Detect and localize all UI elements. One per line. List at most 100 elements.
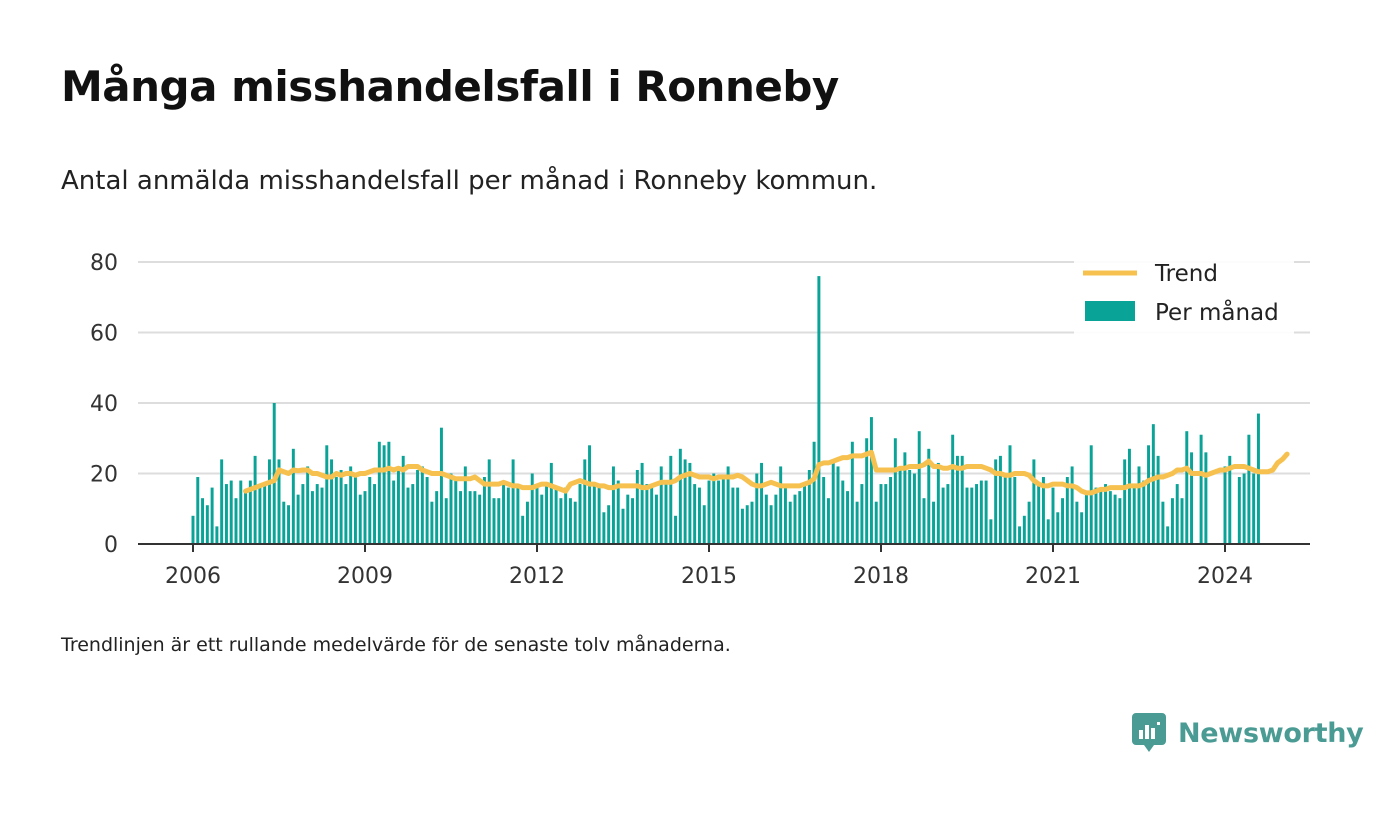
bar — [750, 501, 754, 544]
bar — [674, 515, 678, 544]
bar — [425, 477, 429, 544]
bar — [769, 505, 773, 544]
bar — [1247, 434, 1251, 544]
bar — [998, 455, 1002, 545]
bar — [1170, 498, 1174, 544]
bar — [373, 484, 377, 544]
bar — [258, 487, 262, 544]
bar — [224, 484, 228, 544]
bar — [521, 515, 525, 544]
bar — [774, 494, 778, 544]
bar — [884, 484, 888, 544]
bar — [702, 505, 706, 544]
bar — [1041, 477, 1045, 544]
bar — [344, 484, 348, 544]
bar — [1075, 501, 1079, 544]
bar — [960, 455, 964, 545]
bar — [487, 459, 491, 544]
bar — [951, 434, 955, 544]
bar — [1046, 519, 1050, 544]
bar — [975, 484, 979, 544]
bar — [1137, 466, 1141, 544]
bar — [1108, 491, 1112, 545]
bar — [1237, 477, 1241, 544]
bar — [955, 455, 959, 545]
bar — [659, 466, 663, 544]
bar — [1142, 480, 1146, 544]
bar — [788, 501, 792, 544]
bar — [1156, 455, 1160, 545]
bar — [444, 498, 448, 544]
bar — [1223, 466, 1227, 544]
bar — [549, 462, 553, 544]
bar — [889, 477, 893, 544]
bar — [568, 498, 572, 544]
bar — [626, 494, 630, 544]
bar — [922, 498, 926, 544]
bar — [406, 487, 410, 544]
bar — [717, 480, 721, 544]
bar — [545, 484, 549, 544]
bar — [454, 480, 458, 544]
bar — [1018, 526, 1022, 545]
bar — [793, 494, 797, 544]
bar — [220, 459, 224, 544]
chart-area: 0 20 40 60 80 2006 2009 2012 2015 2018 2021 2024 T… — [90, 251, 1310, 589]
x-tick-label: 2021 — [1025, 564, 1081, 589]
bar — [1204, 452, 1208, 544]
bar — [215, 526, 219, 545]
bar — [721, 477, 725, 544]
bar — [196, 477, 200, 544]
bar — [1190, 452, 1194, 544]
bar — [989, 519, 993, 544]
bar — [506, 487, 510, 544]
bar — [640, 462, 644, 544]
bar — [1084, 491, 1088, 545]
bar — [325, 445, 329, 544]
bar — [1027, 501, 1031, 544]
bar — [296, 494, 300, 544]
newsworthy-logo-text: Newsworthy — [1178, 717, 1364, 749]
y-tick-label: 40 — [90, 392, 118, 417]
bar — [1252, 473, 1256, 544]
bar — [1080, 512, 1084, 544]
bar — [1003, 477, 1007, 544]
bar — [807, 469, 811, 544]
newsworthy-logo-icon — [1132, 713, 1166, 752]
y-tick-label: 60 — [90, 322, 118, 347]
bar — [826, 498, 830, 544]
bar — [1180, 498, 1184, 544]
bar — [917, 431, 921, 544]
bar — [783, 487, 787, 544]
footnote: Trendlinjen är ett rullande medelvärde f… — [61, 634, 731, 656]
bar — [234, 498, 238, 544]
bar — [554, 487, 558, 544]
bar — [970, 487, 974, 544]
bar — [1147, 445, 1151, 544]
bar — [664, 484, 668, 544]
bar — [478, 494, 482, 544]
legend-trend-label: Trend — [1154, 261, 1218, 287]
bar — [764, 494, 768, 544]
bar — [798, 491, 802, 545]
bar — [439, 427, 443, 544]
bar — [191, 515, 195, 544]
bar — [353, 477, 357, 544]
bar — [559, 498, 563, 544]
bar — [1037, 484, 1041, 544]
bar — [760, 462, 764, 544]
bar — [1008, 445, 1012, 544]
bar — [812, 441, 816, 544]
bar — [707, 480, 711, 544]
bar — [841, 480, 845, 544]
bar — [607, 505, 611, 544]
x-tick-label: 2018 — [853, 564, 909, 589]
bar — [697, 487, 701, 544]
newsworthy-logo[interactable]: Newsworthy — [1132, 712, 1364, 754]
bar — [602, 512, 606, 544]
bar — [1022, 515, 1026, 544]
bar — [855, 501, 859, 544]
bar — [1113, 494, 1117, 544]
bar — [631, 498, 635, 544]
bar — [592, 484, 596, 544]
